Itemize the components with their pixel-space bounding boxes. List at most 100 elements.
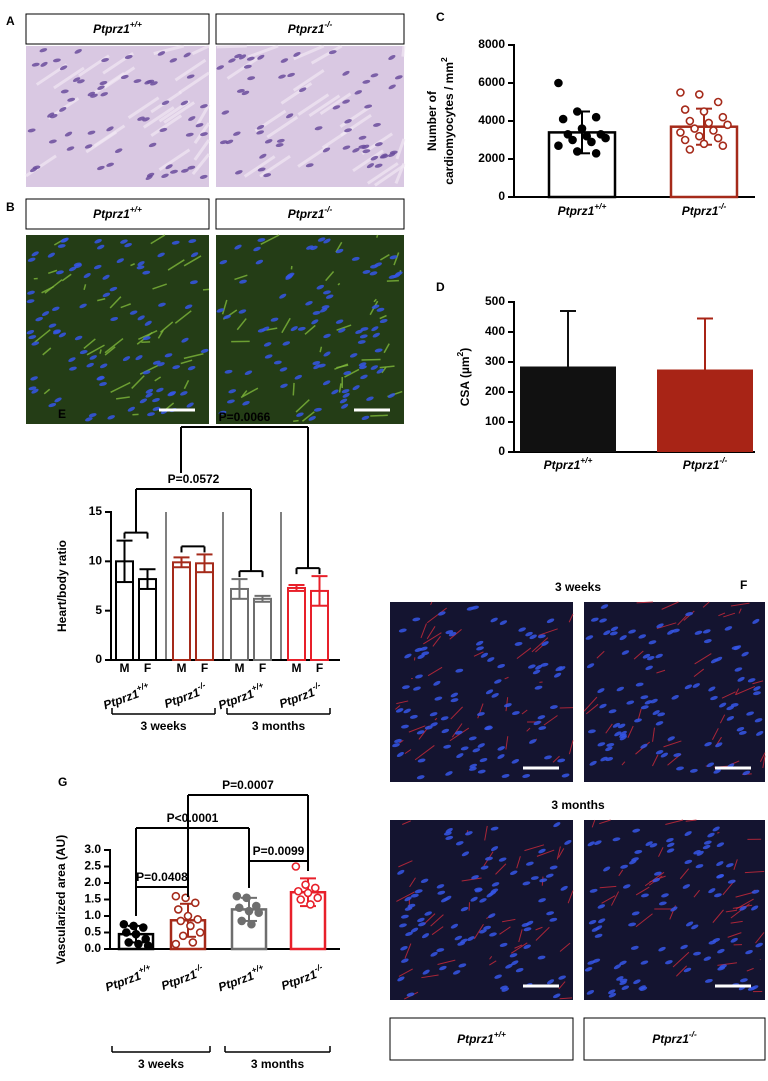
nucleus	[86, 362, 94, 368]
nucleus	[704, 741, 712, 747]
fiber	[183, 379, 190, 390]
nucleus	[228, 58, 236, 63]
nucleus	[730, 703, 739, 707]
nucleus	[444, 895, 452, 901]
nucleus	[397, 869, 405, 875]
nucleus	[511, 759, 520, 764]
genotype-label: Ptprz1-/-	[683, 455, 728, 472]
nucleus	[144, 80, 152, 85]
nucleus	[646, 655, 655, 661]
nucleus	[47, 252, 55, 258]
nucleus	[279, 367, 288, 372]
nucleus	[726, 716, 735, 721]
nucleus	[673, 753, 682, 757]
nucleus	[745, 950, 753, 955]
nucleus	[597, 742, 606, 747]
nucleus	[467, 936, 475, 941]
nucleus	[590, 617, 599, 622]
nucleus	[640, 743, 648, 749]
nucleus	[159, 127, 168, 132]
nucleus	[557, 758, 566, 763]
fiber	[543, 715, 558, 726]
fiber	[266, 115, 299, 139]
y-axis-label: cardiomyocytes / mm2	[439, 57, 456, 185]
nucleus	[537, 715, 546, 720]
fiber	[154, 376, 162, 382]
nucleus	[147, 412, 155, 417]
nucleus	[97, 85, 105, 90]
fiber	[434, 717, 438, 721]
nucleus	[142, 336, 151, 341]
genotype-label: Ptprz1+/+	[215, 680, 267, 713]
fiber	[150, 234, 166, 245]
nucleus	[306, 245, 314, 250]
nucleus	[529, 739, 537, 744]
nucleus	[31, 251, 39, 257]
data-point	[690, 124, 699, 133]
fiber	[635, 913, 653, 928]
nucleus	[443, 744, 452, 749]
nucleus	[199, 174, 208, 179]
nucleus	[561, 773, 570, 778]
fiber	[399, 739, 404, 744]
nucleus	[518, 627, 526, 632]
fiber	[110, 381, 131, 394]
data-point	[193, 914, 203, 924]
fiber	[159, 321, 174, 333]
nucleus	[102, 274, 110, 280]
fiber	[53, 66, 85, 90]
nucleus	[445, 630, 454, 635]
nucleus	[594, 933, 603, 938]
nucleus	[713, 769, 721, 774]
fiber	[243, 155, 276, 178]
nucleus	[244, 370, 253, 376]
nucleus	[585, 635, 594, 640]
nucleus	[655, 721, 664, 726]
footer-box	[389, 1017, 574, 1061]
nucleus	[373, 122, 381, 127]
nucleus	[477, 712, 485, 717]
nucleus	[460, 938, 468, 944]
nucleus	[79, 350, 88, 355]
fiber	[180, 359, 193, 365]
fiber	[158, 148, 191, 172]
fiber	[611, 891, 620, 906]
nucleus	[48, 323, 57, 328]
nucleus	[263, 342, 272, 347]
nucleus	[102, 292, 111, 298]
nucleus	[279, 293, 287, 299]
nucleus	[612, 837, 621, 842]
nucleus	[549, 865, 558, 870]
fiber	[266, 327, 278, 331]
nucleus	[468, 736, 477, 741]
nucleus	[406, 992, 415, 997]
genotype-label: Ptprz1+/+	[93, 19, 142, 36]
nucleus	[488, 913, 496, 919]
fiber	[138, 330, 158, 340]
nucleus	[116, 258, 124, 264]
nucleus	[342, 70, 350, 76]
nucleus	[257, 54, 265, 60]
genotype-name: Ptprz1	[159, 967, 199, 993]
nucleus	[621, 985, 630, 990]
y-tick-label: 200	[485, 384, 505, 398]
fiber	[167, 259, 185, 271]
nucleus	[189, 280, 198, 285]
nucleus	[181, 337, 189, 343]
nucleus	[374, 348, 383, 353]
fiber	[627, 725, 634, 739]
fiber	[337, 282, 341, 286]
nucleus	[509, 870, 518, 875]
nucleus	[589, 760, 597, 766]
genotype-sup: +/+	[594, 201, 606, 211]
nucleus	[263, 173, 272, 178]
fiber	[409, 877, 416, 888]
nucleus	[410, 927, 419, 933]
nucleus	[253, 246, 261, 252]
fiber	[193, 138, 211, 161]
nucleus	[587, 729, 596, 734]
nucleus	[320, 307, 328, 313]
nucleus	[434, 696, 443, 701]
data-point	[577, 124, 587, 133]
fiber	[489, 955, 493, 960]
